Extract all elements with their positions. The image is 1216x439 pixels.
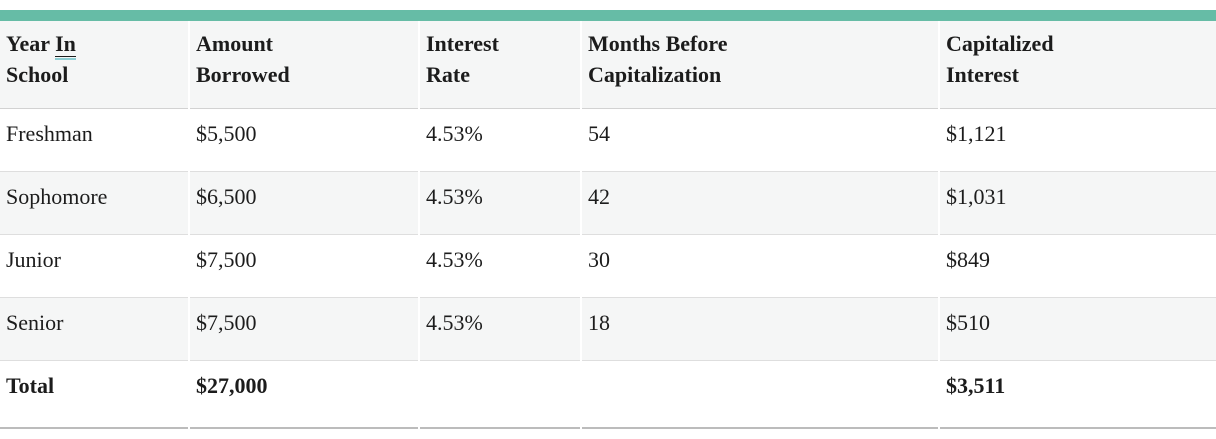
header-amount-borrowed: Amount Borrowed xyxy=(188,15,419,109)
cell-months: 54 xyxy=(580,108,939,172)
cell-capitalized: $849 xyxy=(938,234,1216,298)
header-months-before-capitalization: Months Before Capitalization xyxy=(580,15,939,109)
cell-rate: 4.53% xyxy=(418,234,581,298)
header-interest-rate: Interest Rate xyxy=(418,15,581,109)
table-row-total: Total $27,000 $3,511 xyxy=(0,360,1216,428)
cell-amount: $6,500 xyxy=(188,171,419,235)
cell-total-rate xyxy=(418,360,581,428)
table-row-freshman: Freshman $5,500 4.53% 54 $1,121 xyxy=(0,108,1216,172)
cell-months: 30 xyxy=(580,234,939,298)
cell-rate: 4.53% xyxy=(418,108,581,172)
cell-rate: 4.53% xyxy=(418,171,581,235)
cell-capitalized: $1,031 xyxy=(938,171,1216,235)
cell-total-amount: $27,000 xyxy=(188,360,419,428)
cell-total-capitalized: $3,511 xyxy=(938,360,1216,428)
header-year-in-school: Year In School xyxy=(0,15,189,109)
cell-year: Sophomore xyxy=(0,171,189,235)
cell-amount: $7,500 xyxy=(188,234,419,298)
cell-amount: $5,500 xyxy=(188,108,419,172)
header-school-word: School xyxy=(6,62,69,87)
header-capitalized-interest: Capitalized Interest xyxy=(938,15,1216,109)
cell-months: 18 xyxy=(580,297,939,361)
table-row-sophomore: Sophomore $6,500 4.53% 42 $1,031 xyxy=(0,171,1216,235)
header-in-word: In xyxy=(55,31,76,57)
cell-months: 42 xyxy=(580,171,939,235)
table-row-senior: Senior $7,500 4.53% 18 $510 xyxy=(0,297,1216,361)
cell-year: Freshman xyxy=(0,108,189,172)
cell-capitalized: $510 xyxy=(938,297,1216,361)
grammar-underline: In xyxy=(55,31,76,60)
table-body: Freshman $5,500 4.53% 54 $1,121 Sophomor… xyxy=(0,108,1216,428)
cell-capitalized: $1,121 xyxy=(938,108,1216,172)
cell-rate: 4.53% xyxy=(418,297,581,361)
page: Year In School Amount Borrowed Interest R… xyxy=(0,10,1216,429)
cell-total-months xyxy=(580,360,939,428)
loan-table: Year In School Amount Borrowed Interest R… xyxy=(0,10,1216,429)
cell-amount: $7,500 xyxy=(188,297,419,361)
header-year-word: Year xyxy=(6,31,50,56)
header-row: Year In School Amount Borrowed Interest R… xyxy=(0,15,1216,109)
table-header: Year In School Amount Borrowed Interest R… xyxy=(0,15,1216,109)
table-row-junior: Junior $7,500 4.53% 30 $849 xyxy=(0,234,1216,298)
cell-total-label: Total xyxy=(0,360,189,428)
cell-year: Senior xyxy=(0,297,189,361)
cell-year: Junior xyxy=(0,234,189,298)
